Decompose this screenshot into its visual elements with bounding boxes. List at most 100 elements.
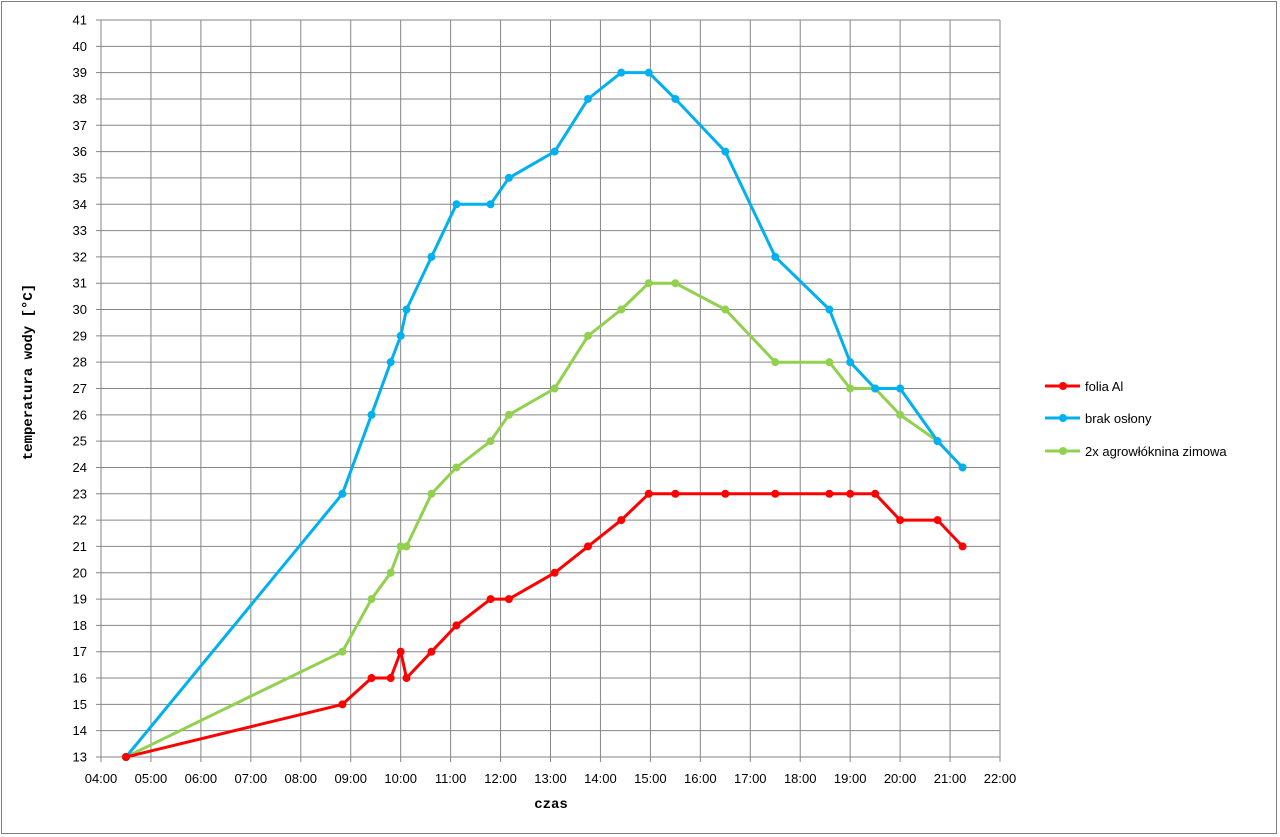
y-tick-label: 25 [73, 434, 87, 449]
data-point [644, 68, 653, 77]
data-point [933, 516, 942, 525]
legend-swatch-marker [1059, 447, 1067, 455]
data-point [504, 410, 513, 419]
y-tick-label: 33 [73, 223, 87, 238]
grid [96, 19, 1001, 762]
x-axis-ticks: 04:00 05:00 06:00 07:00 08:00 09:00 10:00 11:00… [85, 771, 1017, 786]
data-point [452, 463, 461, 472]
data-point [338, 647, 347, 656]
y-tick-label: 28 [73, 355, 87, 370]
x-axis-title: czas [534, 797, 568, 813]
data-point [771, 489, 780, 498]
data-point [644, 279, 653, 288]
data-point [396, 331, 405, 340]
x-tick-label: 15:00 [634, 771, 667, 786]
data-point [504, 595, 513, 604]
x-tick-label: 20:00 [884, 771, 917, 786]
data-point [396, 647, 405, 656]
data-point [402, 305, 411, 314]
data-point [871, 384, 880, 393]
x-tick-label: 10:00 [384, 771, 417, 786]
x-tick-label: 21:00 [934, 771, 967, 786]
x-tick-label: 09:00 [334, 771, 367, 786]
y-tick-label: 15 [73, 697, 87, 712]
data-point [396, 542, 405, 551]
data-point [486, 437, 495, 446]
data-point [825, 358, 834, 367]
y-tick-label: 29 [73, 328, 87, 343]
x-tick-label: 06:00 [185, 771, 218, 786]
y-tick-label: 13 [73, 750, 87, 765]
data-point [550, 568, 559, 577]
data-point [402, 674, 411, 683]
data-point [583, 94, 592, 103]
data-point [583, 331, 592, 340]
x-tick-label: 18:00 [784, 771, 817, 786]
y-tick-label: 20 [73, 565, 87, 580]
data-point [721, 489, 730, 498]
y-tick-label: 32 [73, 249, 87, 264]
data-point [617, 516, 626, 525]
data-point [486, 200, 495, 209]
data-point [386, 568, 395, 577]
data-point [427, 252, 436, 261]
series-0 [121, 489, 967, 761]
y-tick-label: 24 [73, 460, 87, 475]
legend-label: 2x agrowłóknina zimowa [1085, 444, 1227, 459]
y-tick-label: 18 [73, 618, 87, 633]
x-tick-label: 08:00 [285, 771, 318, 786]
data-point [771, 358, 780, 367]
x-tick-label: 11:00 [435, 771, 467, 786]
legend: folia Al brak osłony 2x agrowłóknina zimow… [1045, 379, 1227, 459]
legend-label: folia Al [1085, 379, 1123, 394]
y-tick-label: 21 [73, 539, 87, 554]
y-tick-label: 34 [73, 197, 87, 212]
data-point [721, 147, 730, 156]
y-tick-label: 23 [73, 486, 87, 501]
data-point [367, 595, 376, 604]
data-point [846, 384, 855, 393]
x-tick-label: 05:00 [135, 771, 168, 786]
data-point [933, 437, 942, 446]
y-tick-label: 26 [73, 407, 87, 422]
y-tick-label: 31 [73, 276, 87, 291]
data-point [721, 305, 730, 314]
y-tick-label: 35 [73, 170, 87, 185]
y-tick-label: 16 [73, 671, 87, 686]
series-layer [121, 68, 967, 761]
y-tick-label: 14 [73, 723, 87, 738]
y-tick-label: 38 [73, 91, 87, 106]
data-point [671, 279, 680, 288]
data-point [617, 305, 626, 314]
data-point [644, 489, 653, 498]
data-point [617, 68, 626, 77]
data-point [771, 252, 780, 261]
data-point [486, 595, 495, 604]
x-tick-label: 22:00 [984, 771, 1017, 786]
y-tick-label: 41 [73, 13, 87, 28]
data-point [958, 463, 967, 472]
y-tick-label: 37 [73, 118, 87, 133]
y-axis-ticks: 13 14 15 16 17 18 19 20 21 22 23 24 25 26 27 28 29 30 31 32… [73, 13, 87, 765]
data-point [427, 489, 436, 498]
data-point [452, 621, 461, 630]
data-point [896, 410, 905, 419]
x-tick-label: 19:00 [834, 771, 867, 786]
y-tick-label: 22 [73, 513, 87, 528]
y-tick-label: 19 [73, 592, 87, 607]
data-point [671, 94, 680, 103]
data-point [338, 489, 347, 498]
y-tick-label: 40 [73, 39, 87, 54]
y-tick-label: 39 [73, 65, 87, 80]
x-tick-label: 17:00 [734, 771, 767, 786]
x-tick-label: 14:00 [584, 771, 617, 786]
data-point [583, 542, 592, 551]
data-point [121, 753, 130, 761]
data-point [386, 674, 395, 683]
legend-swatch-marker [1059, 382, 1067, 390]
x-tick-label: 13:00 [534, 771, 567, 786]
data-point [402, 542, 411, 551]
data-point [671, 489, 680, 498]
y-axis-title: temperatura wody [°C] [21, 284, 37, 460]
